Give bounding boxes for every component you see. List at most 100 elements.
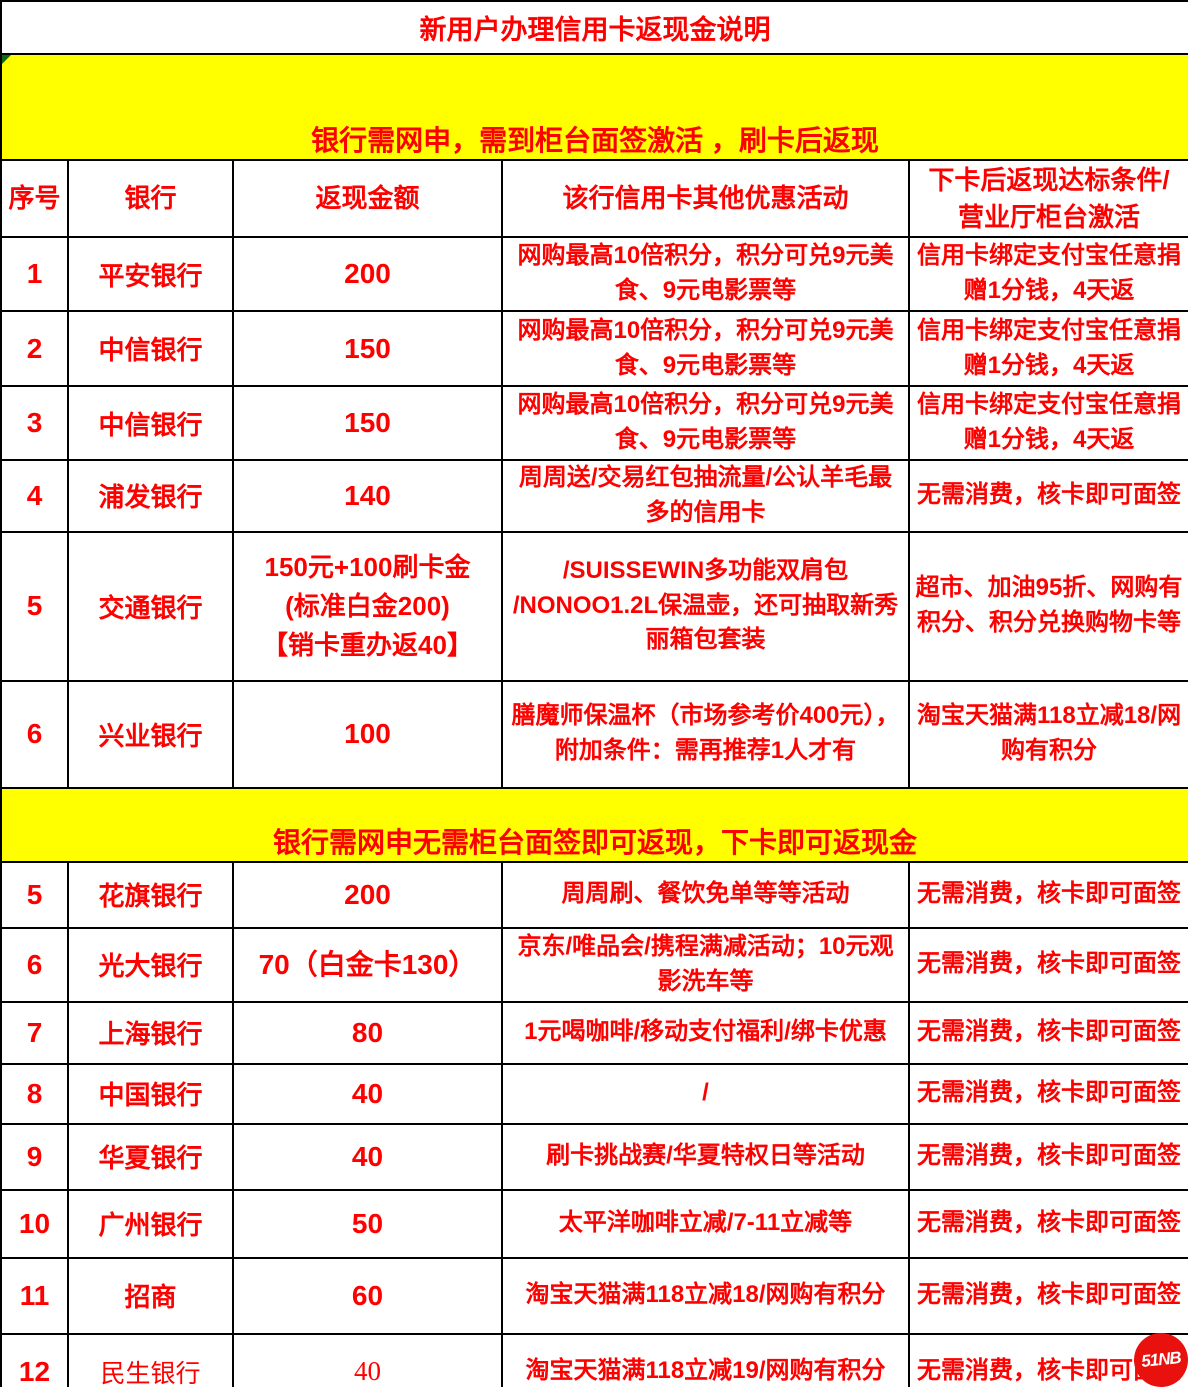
activity-cell: 1元喝咖啡/移动支付福利/绑卡优惠 xyxy=(501,1000,910,1065)
amount-cell: 60 xyxy=(232,1256,503,1335)
activity-cell: /SUISSEWIN多功能双肩包 /NONOO1.2L保温壶，还可抽取新秀丽箱包… xyxy=(501,530,910,682)
activity-cell: 周周刷、餐饮免单等等活动 xyxy=(501,860,910,929)
bank-cell: 华夏银行 xyxy=(67,1122,234,1191)
table-row: 12 民生银行 40 淘宝天猫满118立减19/网购有积分 无需消费，核卡即可面… xyxy=(0,1332,1188,1387)
serial-cell: 5 xyxy=(0,860,69,929)
condition-cell: 淘宝天猫满118立减18/网购有积分 xyxy=(907,679,1188,789)
condition-cell: 无需消费，核卡即可面签 xyxy=(907,860,1188,929)
serial-cell: 12 xyxy=(0,1332,69,1387)
condition-cell: 超市、加油95折、网购有积分、积分兑换购物卡等 xyxy=(907,530,1188,682)
serial-cell: 8 xyxy=(0,1062,69,1125)
amount-cell: 40 xyxy=(232,1062,503,1125)
amount-cell: 200 xyxy=(232,860,503,929)
serial-cell: 7 xyxy=(0,1000,69,1065)
condition-cell: 信用卡绑定支付宝任意捐赠1分钱，4天返 xyxy=(907,310,1188,387)
section2-banner: 银行需网申无需柜台面签即可返现，下卡即可返现金 xyxy=(0,786,1188,863)
table-row: 5 花旗银行 200 周周刷、餐饮免单等等活动 无需消费，核卡即可面签 xyxy=(0,860,1188,929)
amount-cell: 40 xyxy=(232,1332,503,1387)
activity-cell: 网购最高10倍积分，积分可兑9元美食、9元电影票等 xyxy=(501,385,910,461)
amount-cell: 140 xyxy=(232,459,503,533)
header-row: 序号 银行 返现金额 该行信用卡其他优惠活动 下卡后返现达标条件/ 营业厅柜台激… xyxy=(0,159,1188,238)
amount-cell: 50 xyxy=(232,1188,503,1259)
amount-cell: 70（白金卡130） xyxy=(232,926,503,1003)
section2-banner-row: 银行需网申无需柜台面签即可返现，下卡即可返现金 xyxy=(0,786,1188,863)
page-title: 新用户办理信用卡返现金说明 xyxy=(0,0,1188,55)
bank-cell: 广州银行 xyxy=(67,1188,234,1259)
table-row: 3 中信银行 150 网购最高10倍积分，积分可兑9元美食、9元电影票等 信用卡… xyxy=(0,385,1188,461)
bank-cell: 平安银行 xyxy=(67,236,234,312)
table-row: 10 广州银行 50 太平洋咖啡立减/7-11立减等 无需消费，核卡即可面签 xyxy=(0,1188,1188,1259)
serial-cell: 4 xyxy=(0,459,69,533)
serial-cell: 2 xyxy=(0,310,69,387)
activity-cell: 网购最高10倍积分，积分可兑9元美食、9元电影票等 xyxy=(501,310,910,387)
activity-cell: 淘宝天猫满118立减18/网购有积分 xyxy=(501,1256,910,1335)
table-row: 2 中信银行 150 网购最高10倍积分，积分可兑9元美食、9元电影票等 信用卡… xyxy=(0,310,1188,387)
bank-cell: 中国银行 xyxy=(67,1062,234,1125)
amount-cell: 100 xyxy=(232,679,503,789)
bank-cell: 中信银行 xyxy=(67,310,234,387)
serial-cell: 3 xyxy=(0,385,69,461)
condition-cell: 无需消费，核卡即可面签 xyxy=(907,1122,1188,1191)
header-activity: 该行信用卡其他优惠活动 xyxy=(501,159,910,238)
header-amount: 返现金额 xyxy=(232,159,503,238)
table-row: 6 光大银行 70（白金卡130） 京东/唯品会/携程满减活动；10元观影洗车等… xyxy=(0,926,1188,1003)
activity-cell: / xyxy=(501,1062,910,1125)
table-row: 8 中国银行 40 / 无需消费，核卡即可面签 xyxy=(0,1062,1188,1125)
title-row: 新用户办理信用卡返现金说明 xyxy=(0,0,1188,55)
activity-cell: 膳魔师保温杯（市场参考价400元），附加条件：需再推荐1人才有 xyxy=(501,679,910,789)
amount-cell: 150元+100刷卡金 (标准白金200) 【销卡重办返40】 xyxy=(232,530,503,682)
table-row: 11 招商 60 淘宝天猫满118立减18/网购有积分 无需消费，核卡即可面签 xyxy=(0,1256,1188,1335)
condition-cell: 无需消费，核卡即可面签 xyxy=(907,1256,1188,1335)
amount-cell: 150 xyxy=(232,310,503,387)
serial-cell: 6 xyxy=(0,926,69,1003)
amount-cell: 80 xyxy=(232,1000,503,1065)
activity-cell: 淘宝天猫满118立减19/网购有积分 xyxy=(501,1332,910,1387)
activity-cell: 京东/唯品会/携程满减活动；10元观影洗车等 xyxy=(501,926,910,1003)
activity-cell: 太平洋咖啡立减/7-11立减等 xyxy=(501,1188,910,1259)
table-row: 5 交通银行 150元+100刷卡金 (标准白金200) 【销卡重办返40】 /… xyxy=(0,530,1188,682)
section1-banner: 银行需网申，需到柜台面签激活 ，刷卡后返现 xyxy=(0,53,1188,161)
header-serial: 序号 xyxy=(0,159,69,238)
section2-banner-label: 银行需网申无需柜台面签即可返现，下卡即可返现金 xyxy=(273,826,918,858)
condition-cell: 无需消费，核卡即可面签 xyxy=(907,1188,1188,1259)
condition-cell: 无需消费，核卡即可面签 xyxy=(907,459,1188,533)
bank-cell: 光大银行 xyxy=(67,926,234,1003)
section1-banner-label: 银行需网申，需到柜台面签激活 ，刷卡后返现 xyxy=(311,125,879,156)
bank-cell: 民生银行 xyxy=(67,1332,234,1387)
bank-cell: 兴业银行 xyxy=(67,679,234,789)
table-row: 7 上海银行 80 1元喝咖啡/移动支付福利/绑卡优惠 无需消费，核卡即可面签 xyxy=(0,1000,1188,1065)
section1-banner-row: 银行需网申，需到柜台面签激活 ，刷卡后返现 xyxy=(0,53,1188,161)
activity-cell: 周周送/交易红包抽流量/公认羊毛最多的信用卡 xyxy=(501,459,910,533)
condition-cell: 无需消费，核卡即可面签 xyxy=(907,1062,1188,1125)
table-row: 6 兴业银行 100 膳魔师保温杯（市场参考价400元），附加条件：需再推荐1人… xyxy=(0,679,1188,789)
bank-cell: 上海银行 xyxy=(67,1000,234,1065)
table-row: 1 平安银行 200 网购最高10倍积分，积分可兑9元美食、9元电影票等 信用卡… xyxy=(0,236,1188,312)
serial-cell: 11 xyxy=(0,1256,69,1335)
serial-cell: 10 xyxy=(0,1188,69,1259)
table-row: 4 浦发银行 140 周周送/交易红包抽流量/公认羊毛最多的信用卡 无需消费，核… xyxy=(0,459,1188,533)
condition-cell: 信用卡绑定支付宝任意捐赠1分钱，4天返 xyxy=(907,385,1188,461)
header-condition: 下卡后返现达标条件/ 营业厅柜台激活 xyxy=(907,159,1188,238)
serial-cell: 1 xyxy=(0,236,69,312)
bank-cell: 浦发银行 xyxy=(67,459,234,533)
bank-cell: 交通银行 xyxy=(67,530,234,682)
amount-cell: 150 xyxy=(232,385,503,461)
green-corner-flag-icon xyxy=(2,55,11,64)
bank-cell: 中信银行 xyxy=(67,385,234,461)
activity-cell: 刷卡挑战赛/华夏特权日等活动 xyxy=(501,1122,910,1191)
condition-cell: 无需消费，核卡即可面签 xyxy=(907,1000,1188,1065)
serial-cell: 6 xyxy=(0,679,69,789)
table-row: 9 华夏银行 40 刷卡挑战赛/华夏特权日等活动 无需消费，核卡即可面签 xyxy=(0,1122,1188,1191)
header-bank: 银行 xyxy=(67,159,234,238)
amount-cell: 40 xyxy=(232,1122,503,1191)
bank-cell: 花旗银行 xyxy=(67,860,234,929)
51nb-logo-text: 51NB xyxy=(1140,1347,1182,1372)
serial-cell: 5 xyxy=(0,530,69,682)
activity-cell: 网购最高10倍积分，积分可兑9元美食、9元电影票等 xyxy=(501,236,910,312)
amount-cell: 200 xyxy=(232,236,503,312)
bank-cell: 招商 xyxy=(67,1256,234,1335)
condition-cell: 信用卡绑定支付宝任意捐赠1分钱，4天返 xyxy=(907,236,1188,312)
serial-cell: 9 xyxy=(0,1122,69,1191)
